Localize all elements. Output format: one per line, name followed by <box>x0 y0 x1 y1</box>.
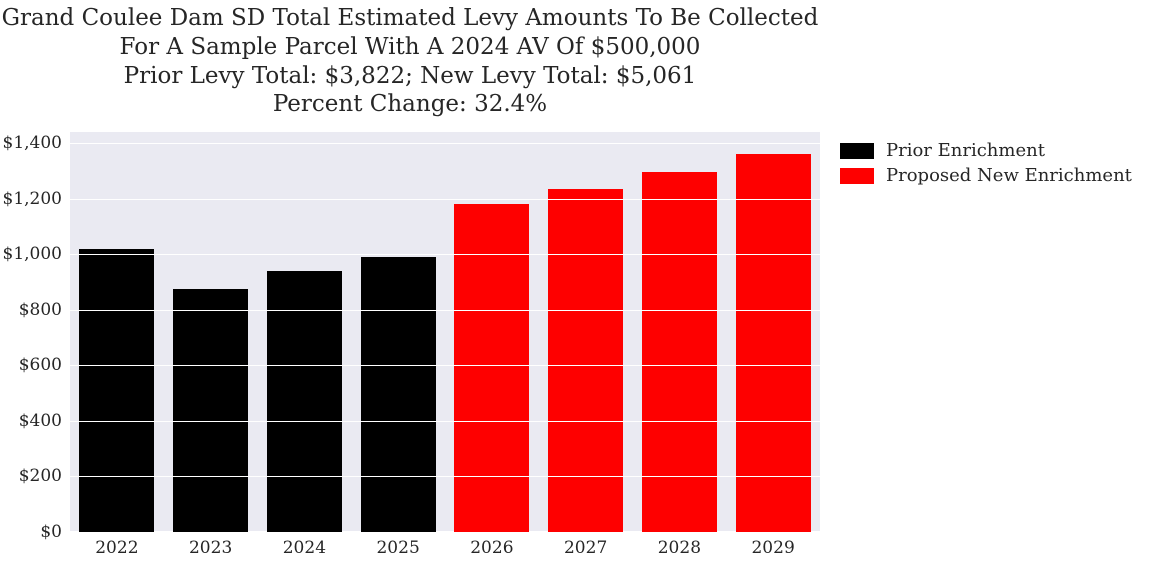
bar <box>361 257 436 532</box>
gridline <box>70 476 820 477</box>
y-tick-label: $400 <box>19 411 62 431</box>
legend: Prior Enrichment Proposed New Enrichment <box>840 140 1132 190</box>
y-tick-label: $1,400 <box>3 133 62 153</box>
legend-swatch <box>840 143 874 159</box>
gridline <box>70 254 820 255</box>
y-tick-label: $1,200 <box>3 189 62 209</box>
y-tick-label: $200 <box>19 466 62 486</box>
legend-swatch <box>840 168 874 184</box>
bar <box>736 154 811 532</box>
legend-row: Prior Enrichment <box>840 140 1132 161</box>
x-tick-label: 2029 <box>751 538 794 558</box>
bars-layer <box>70 132 820 532</box>
gridline <box>70 143 820 144</box>
gridline <box>70 365 820 366</box>
x-tick-label: 2028 <box>658 538 701 558</box>
title-line-4: Percent Change: 32.4% <box>0 90 820 119</box>
bar <box>173 289 248 532</box>
title-line-3: Prior Levy Total: $3,822; New Levy Total… <box>0 62 820 91</box>
x-tick-label: 2024 <box>283 538 326 558</box>
x-tick-label: 2022 <box>95 538 138 558</box>
title-line-2: For A Sample Parcel With A 2024 AV Of $5… <box>0 33 820 62</box>
y-tick-label: $1,000 <box>3 244 62 264</box>
legend-label: Proposed New Enrichment <box>886 165 1132 186</box>
bar <box>79 249 154 532</box>
y-tick-label: $800 <box>19 300 62 320</box>
y-tick-label: $600 <box>19 355 62 375</box>
y-tick-label: $0 <box>40 522 62 542</box>
plot-area: $0$200$400$600$800$1,000$1,200$1,4002022… <box>70 132 820 532</box>
legend-label: Prior Enrichment <box>886 140 1045 161</box>
chart-container: Grand Coulee Dam SD Total Estimated Levy… <box>0 0 1152 576</box>
legend-row: Proposed New Enrichment <box>840 165 1132 186</box>
gridline <box>70 199 820 200</box>
gridline <box>70 532 820 533</box>
gridline <box>70 310 820 311</box>
gridline <box>70 421 820 422</box>
chart-titles: Grand Coulee Dam SD Total Estimated Levy… <box>0 4 820 119</box>
x-tick-label: 2027 <box>564 538 607 558</box>
x-tick-label: 2025 <box>376 538 419 558</box>
x-tick-label: 2023 <box>189 538 232 558</box>
x-tick-label: 2026 <box>470 538 513 558</box>
bar <box>548 189 623 532</box>
title-line-1: Grand Coulee Dam SD Total Estimated Levy… <box>0 4 820 33</box>
bar <box>642 172 717 532</box>
